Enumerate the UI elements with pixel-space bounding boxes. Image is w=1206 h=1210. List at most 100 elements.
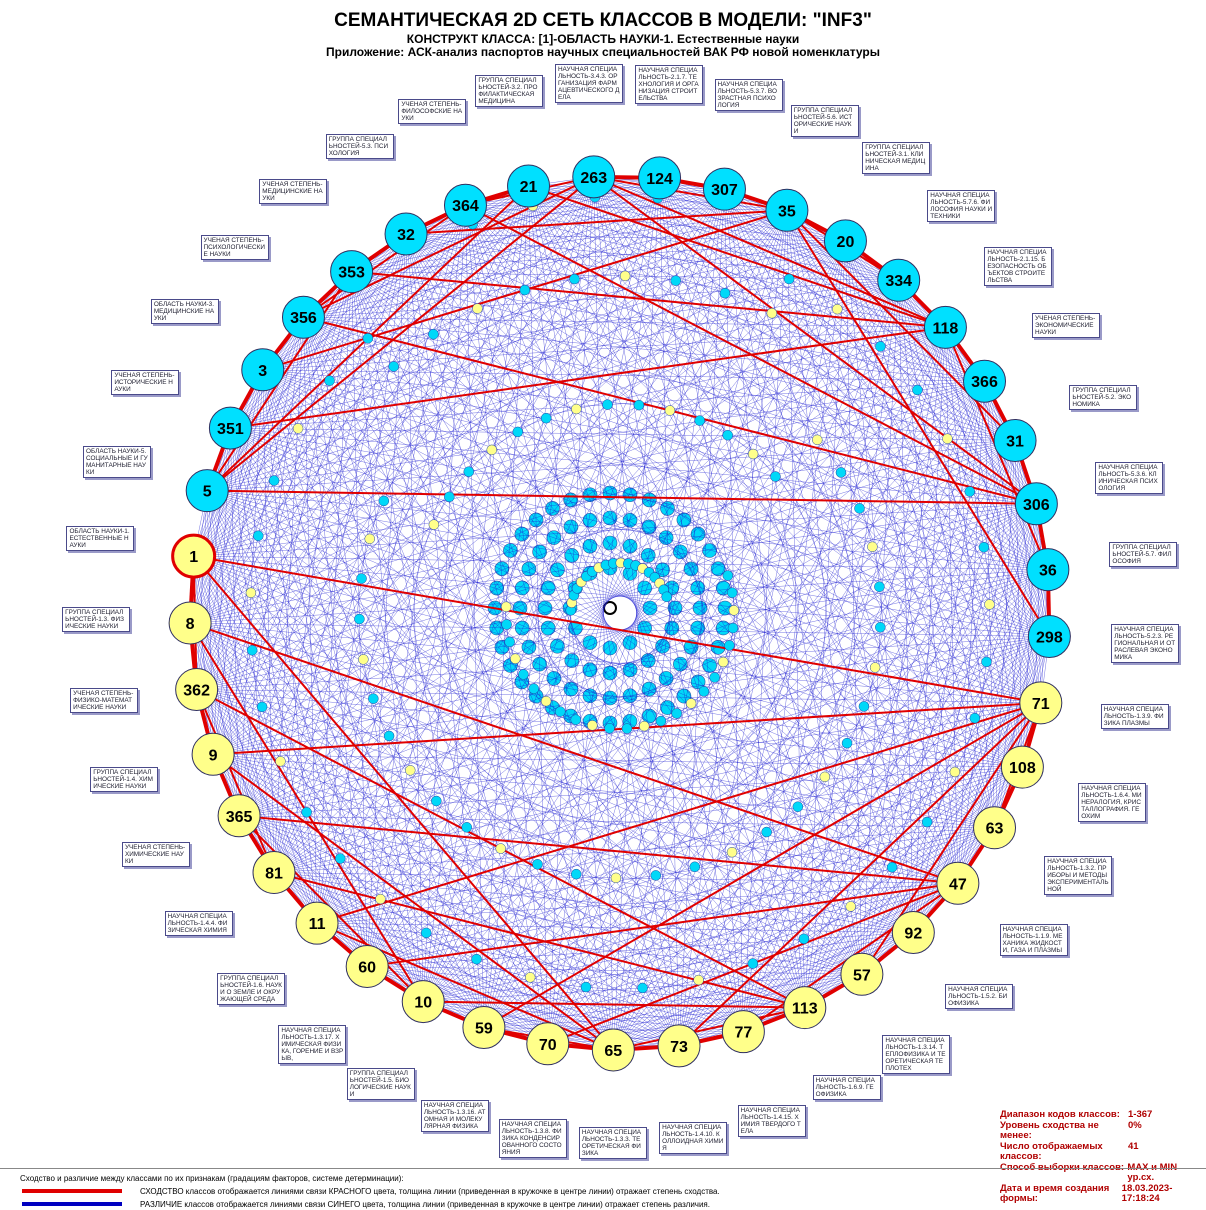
network: 263 1243073520334118366313063629871108634… <box>168 155 1071 1072</box>
blue-link <box>189 622 548 1044</box>
red-link <box>239 814 958 885</box>
class-label: НАУЧНАЯ СПЕЦИАЛЬНОСТЬ-5.7.6. Философия н… <box>927 189 996 222</box>
info-key: Уровень сходства не менее: <box>1000 1119 1099 1141</box>
blue-link <box>239 503 1037 817</box>
inner-dot <box>582 635 598 650</box>
link-marker <box>619 270 631 282</box>
class-node <box>526 1022 570 1066</box>
class-code: 77 <box>734 1025 752 1042</box>
blue-link <box>465 205 1023 768</box>
class-label: ОБЛАСТЬ НАУКИ-3. Медицинские науки <box>150 298 219 324</box>
blue-link <box>367 636 1050 967</box>
link-marker <box>981 656 992 668</box>
blue-link <box>593 176 959 884</box>
red-link <box>786 209 1051 638</box>
info-value: 1-367 <box>1128 1109 1153 1120</box>
title: СЕМАНТИЧЕСКАЯ 2D СЕТЬ КЛАССОВ В МОДЕЛИ: … <box>334 10 872 31</box>
class-label: ГРУППА СПЕЦИАЛЬНОСТЕЙ-5.3. Психология <box>325 133 394 159</box>
class-node <box>295 901 339 945</box>
link-marker <box>519 284 531 296</box>
blue-link <box>230 427 914 933</box>
link-marker <box>324 375 335 386</box>
blue-link <box>262 369 424 1002</box>
blue-link <box>193 327 946 557</box>
blue-link <box>613 327 946 1051</box>
blue-link <box>273 827 995 873</box>
blue-link <box>230 427 424 1002</box>
blue-link <box>193 555 805 1008</box>
blue-link <box>212 754 744 1032</box>
blue-link <box>351 185 529 272</box>
blue-link <box>212 240 846 755</box>
blue-link <box>724 189 806 1008</box>
blue-link <box>613 636 1050 1051</box>
class-code: 5 <box>203 484 212 501</box>
blue-link <box>678 327 946 1046</box>
blue-link <box>465 204 1050 637</box>
red-link <box>230 326 946 430</box>
blue-link <box>316 188 725 924</box>
blue-link <box>786 210 1042 703</box>
link-marker <box>375 893 386 905</box>
red-link <box>316 701 1042 925</box>
blue-link <box>351 271 1037 505</box>
blue-link <box>193 556 318 924</box>
blue-link <box>189 185 529 624</box>
blue-link <box>230 427 1050 637</box>
class-label: НАУЧНАЯ СПЕЦИАЛЬНОСТЬ-1.3.3. Теоретическ… <box>578 1126 647 1159</box>
link-marker <box>728 605 740 616</box>
blue-link <box>913 327 946 933</box>
class-code: 1 <box>189 549 198 566</box>
blue-link <box>316 176 594 924</box>
blue-link <box>659 177 863 975</box>
blue-link <box>367 503 1037 967</box>
link-marker <box>405 765 416 776</box>
blue-link <box>189 622 805 1008</box>
class-code: 70 <box>539 1037 557 1054</box>
link-marker <box>942 433 953 444</box>
link-marker <box>246 645 258 656</box>
blue-link <box>547 766 1023 1045</box>
class-code: 65 <box>604 1043 622 1060</box>
blue-link <box>196 185 529 690</box>
class-label: НАУЧНАЯ СПЕЦИАЛЬНОСТЬ-1.6.4. Минералогия… <box>1078 782 1147 822</box>
blue-link <box>317 922 862 975</box>
red-link <box>528 185 946 329</box>
class-code: 59 <box>475 1021 493 1038</box>
blue-link <box>845 240 1023 768</box>
class-node <box>638 156 682 200</box>
blue-link <box>547 636 1050 1044</box>
blue-link <box>262 369 1048 570</box>
blue-link <box>193 555 995 828</box>
blue-link <box>422 205 466 1002</box>
class-code: 71 <box>1032 696 1050 713</box>
blue-link <box>593 176 806 1008</box>
blue-link <box>483 280 899 1028</box>
blue-link <box>230 427 959 884</box>
link-marker <box>362 333 374 344</box>
blue-link <box>316 440 1016 924</box>
info-key: Способ выборки классов: <box>1000 1161 1125 1173</box>
link-marker <box>722 570 734 581</box>
blue-link <box>547 327 946 1044</box>
blue-link <box>743 440 1016 1032</box>
blue-link <box>422 176 594 1002</box>
class-label: ГРУППА СПЕЦИАЛЬНОСТЕЙ-1.5. Биологические… <box>346 1068 415 1101</box>
blue-link <box>351 271 1041 704</box>
blue-link <box>547 702 1041 1044</box>
blue-link <box>528 185 725 190</box>
blue-link <box>547 210 788 1044</box>
link-marker <box>689 861 701 873</box>
blue-link <box>593 176 1050 637</box>
link-marker <box>604 723 615 734</box>
class-code: 57 <box>853 967 871 984</box>
blue-link <box>196 317 304 690</box>
blue-link <box>262 240 846 371</box>
blue-link <box>724 189 959 884</box>
blue-link <box>196 689 548 1044</box>
info-key: Число отображаемых классов: <box>1000 1140 1103 1162</box>
blue-link <box>861 327 946 975</box>
class-code: 32 <box>397 227 415 244</box>
class-label: НАУЧНАЯ СПЕЦИАЛЬНОСТЬ-2.1.15. Безопаснос… <box>984 247 1053 287</box>
